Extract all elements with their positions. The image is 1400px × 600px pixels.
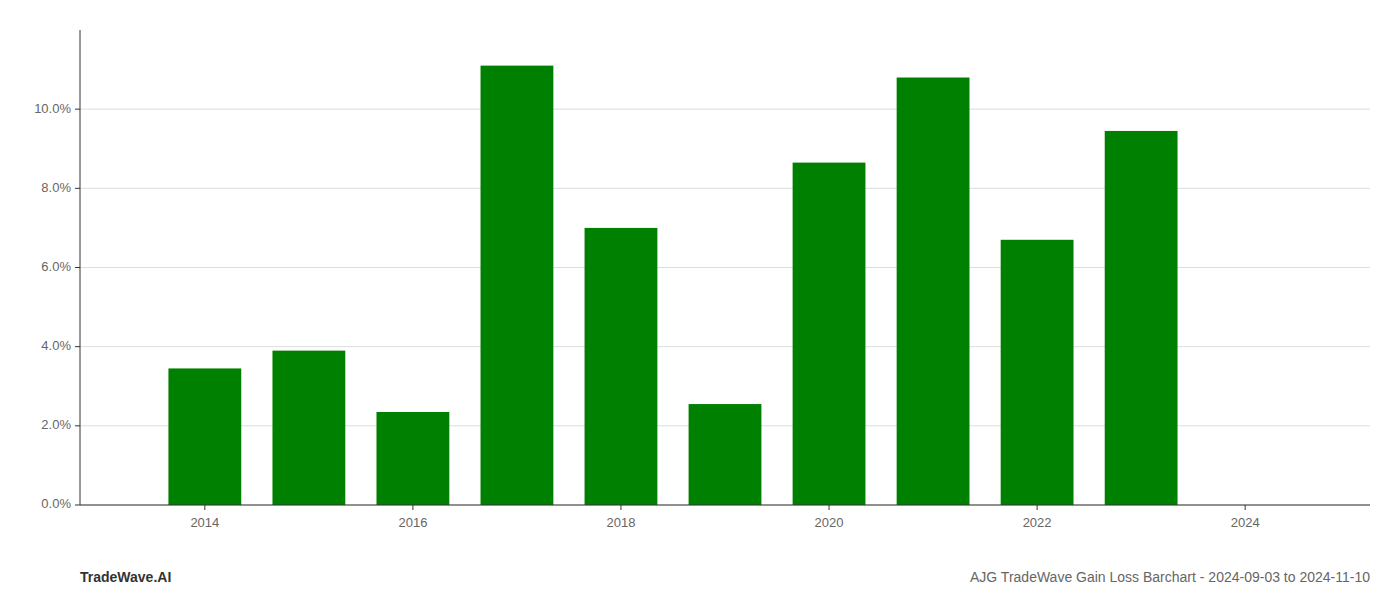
chart-title: AJG TradeWave Gain Loss Barchart - 2024-… [970, 569, 1370, 585]
x-axis-line [80, 505, 1370, 506]
y-tick-label: 2.0% [41, 417, 71, 432]
grid-line [80, 109, 1370, 110]
y-tick-label: 6.0% [41, 259, 71, 274]
bar [1105, 131, 1178, 505]
x-tick-label: 2016 [398, 515, 427, 530]
y-tick [75, 188, 80, 189]
bar [689, 404, 762, 505]
bar [585, 228, 658, 505]
x-tick [1245, 505, 1246, 510]
y-tick [75, 109, 80, 110]
x-tick-label: 2014 [190, 515, 219, 530]
bars [168, 66, 1177, 505]
bar [168, 368, 241, 505]
bar [481, 66, 554, 505]
y-tick-label: 0.0% [41, 496, 71, 511]
grid [80, 109, 1370, 505]
bar [272, 351, 345, 505]
x-tick-label: 2022 [1023, 515, 1052, 530]
y-tick-label: 8.0% [41, 180, 71, 195]
x-tick-label: 2018 [607, 515, 636, 530]
bar [793, 163, 866, 505]
y-tick [75, 267, 80, 268]
x-tick [204, 505, 205, 510]
y-tick-label: 10.0% [34, 101, 71, 116]
axes: 0.0% 2.0% 4.0% 6.0% 8.0% 10.0% 2014 2016 2018 202… [34, 30, 1370, 530]
brand-annotation: TradeWave.AI [80, 569, 171, 585]
x-tick [1037, 505, 1038, 510]
y-tick [75, 425, 80, 426]
chart-svg: 0.0% 2.0% 4.0% 6.0% 8.0% 10.0% 2014 2016 2018 202… [0, 0, 1400, 600]
grid-line [80, 505, 1370, 506]
bar [376, 412, 449, 505]
bar [1001, 240, 1074, 505]
x-tick [412, 505, 413, 510]
x-tick-label: 2020 [815, 515, 844, 530]
x-tick [620, 505, 621, 510]
x-tick-label: 2024 [1231, 515, 1260, 530]
y-tick-label: 4.0% [41, 338, 71, 353]
y-tick [75, 505, 80, 506]
chart-container: 0.0% 2.0% 4.0% 6.0% 8.0% 10.0% 2014 2016 2018 202… [0, 0, 1400, 600]
y-tick [75, 346, 80, 347]
x-tick [829, 505, 830, 510]
bar [897, 78, 970, 506]
